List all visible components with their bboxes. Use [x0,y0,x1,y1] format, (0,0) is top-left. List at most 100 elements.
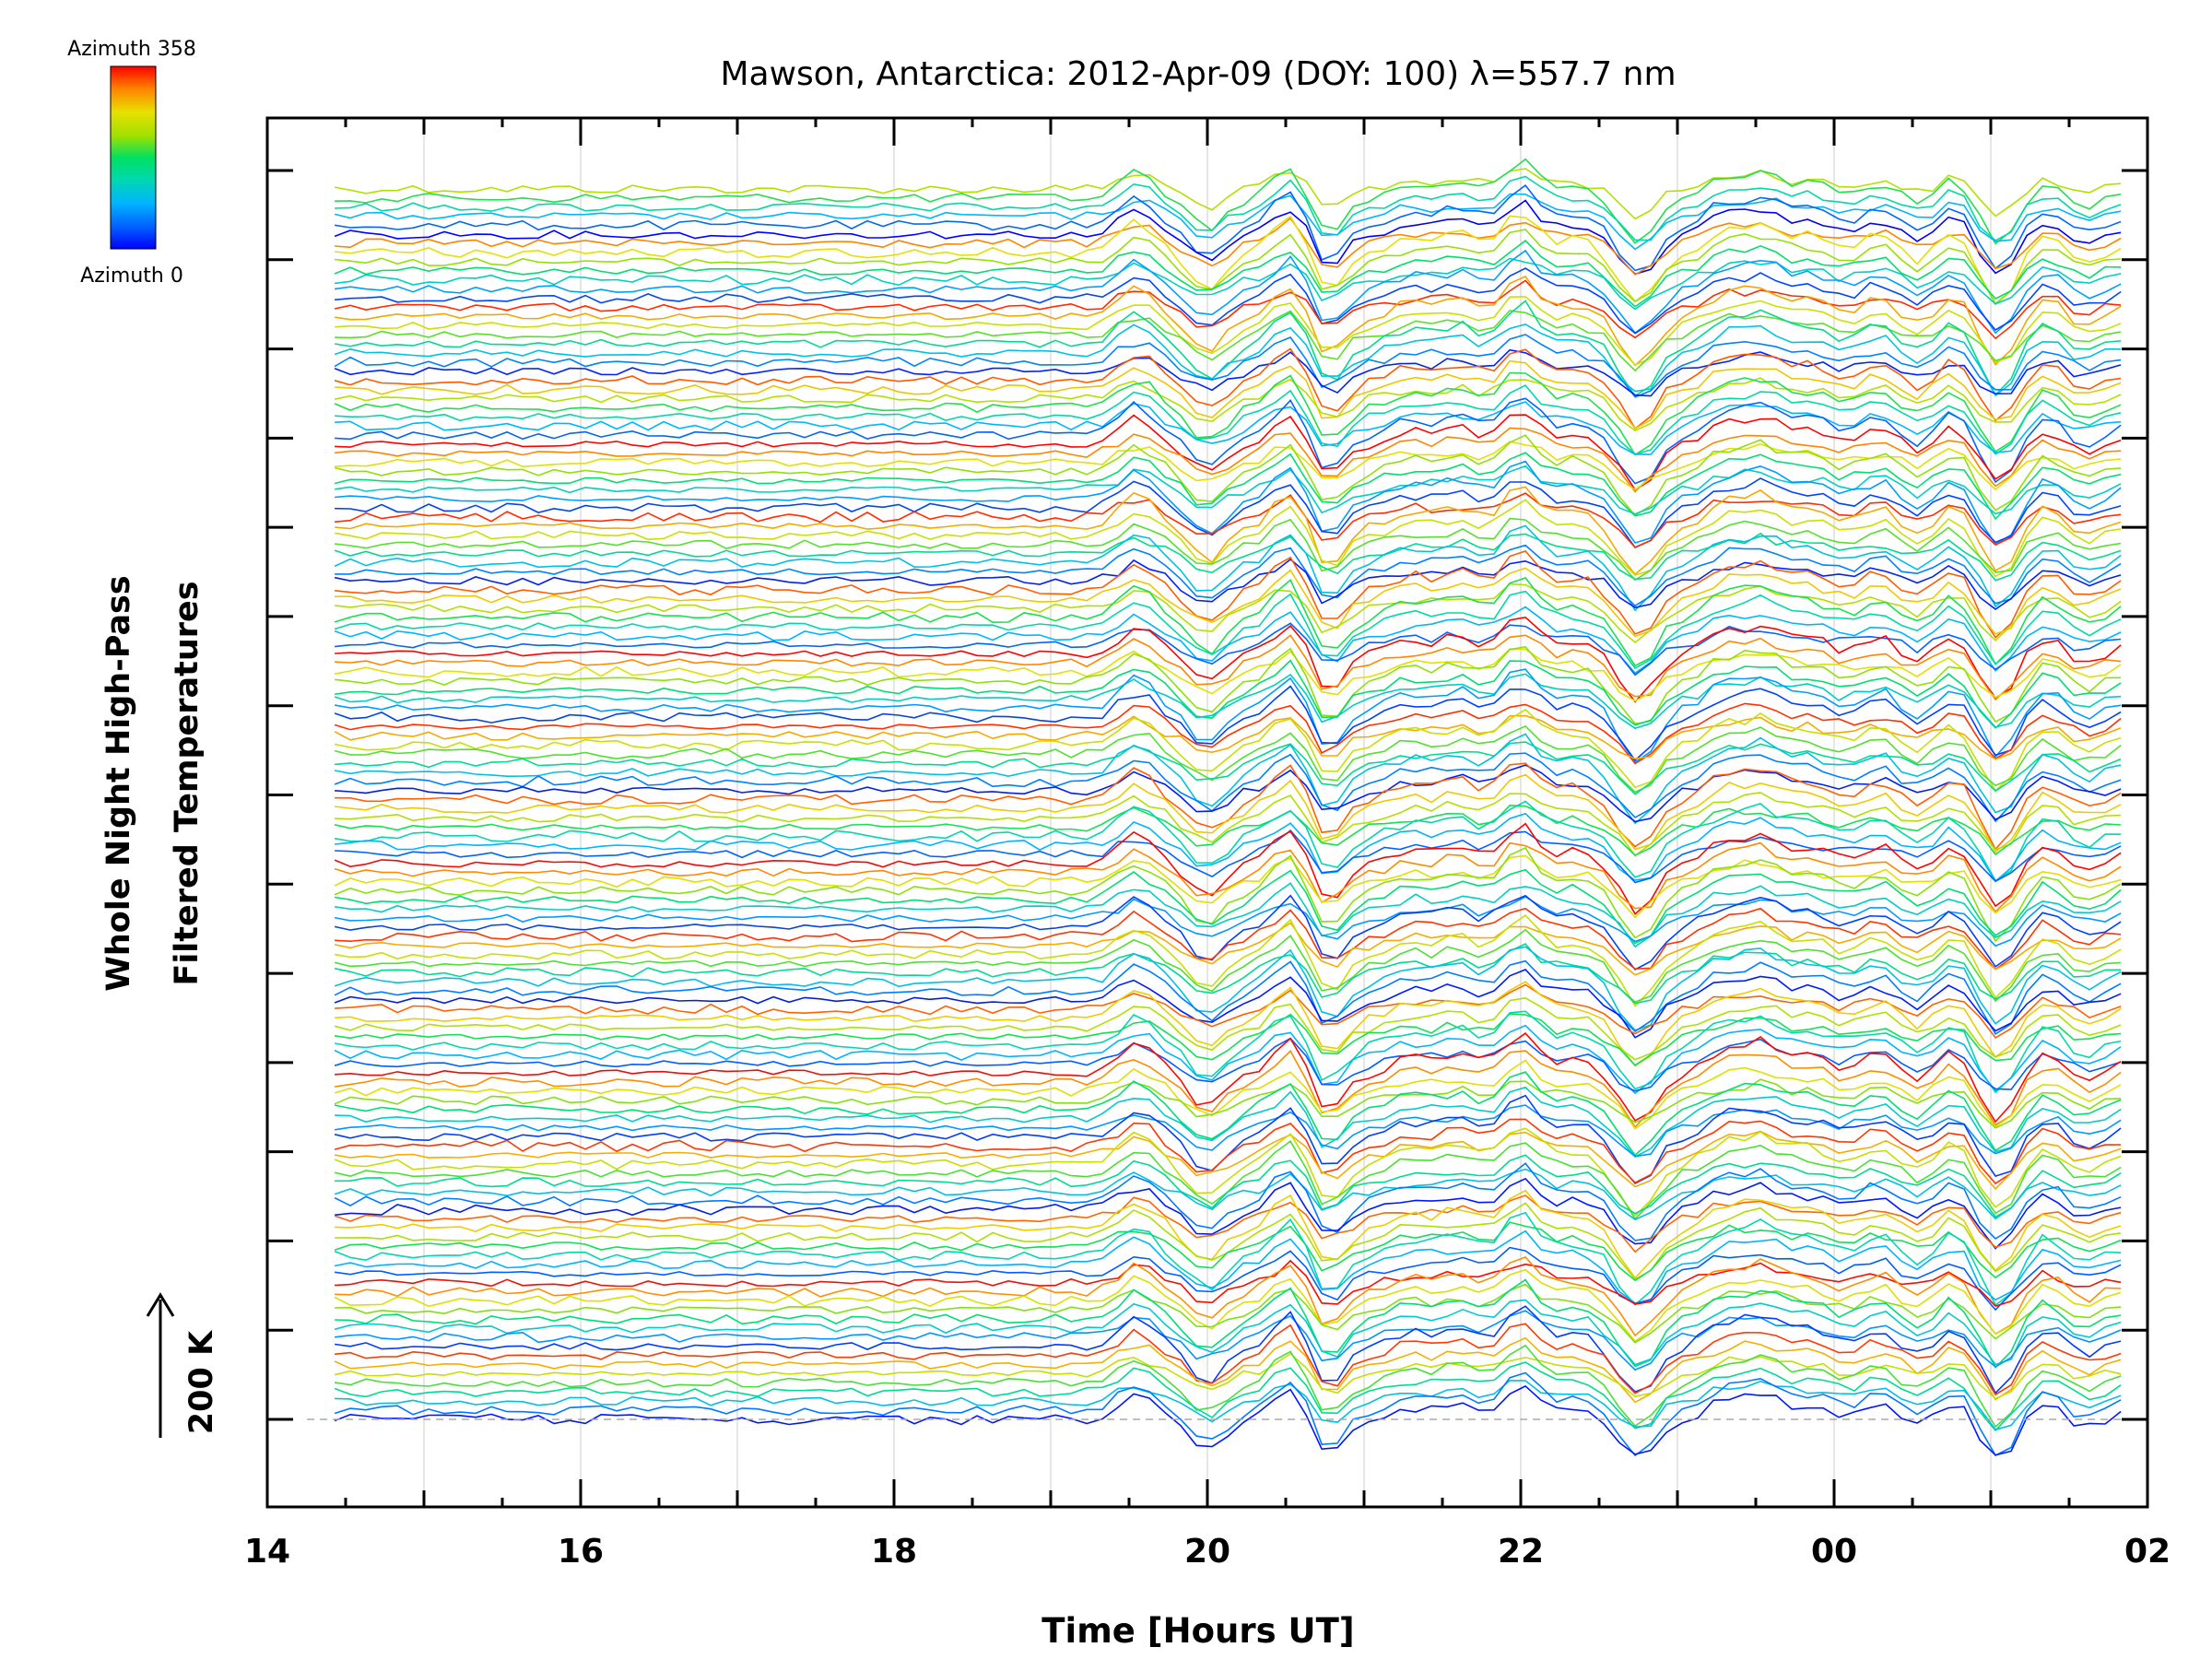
temperature-trace [334,199,2122,276]
temperature-trace [335,762,2122,851]
temperature-trace [334,1013,2122,1066]
temperature-trace [334,1384,2122,1456]
temperature-trace [335,492,2122,548]
temperature-trace [335,1278,2122,1369]
temperature-trace [335,773,2122,853]
temperature-trace [335,616,2122,703]
temperature-trace [334,733,2122,825]
temperature-trace [335,267,2122,335]
chart-title: Mawson, Antarctica: 2012-Apr-09 (DOY: 10… [720,55,1676,93]
temperature-trace [334,499,2122,578]
temperature-trace [334,1305,2122,1394]
temperature-trace [335,634,2122,701]
x-tick-label: 22 [1498,1533,1544,1571]
temperature-trace [335,477,2122,548]
temperature-trace [334,300,2122,397]
temperature-trace [335,549,2122,639]
temperature-trace [335,257,2122,311]
temperature-trace [335,1310,2122,1371]
temperature-trace [335,622,2122,677]
temperature-trace [334,928,2122,1004]
temperature-trace [335,427,2122,493]
temperature-trace [335,582,2122,644]
temperature-trace [334,969,2122,1039]
temperature-trace [334,868,2122,945]
colorbar-legend: Azimuth 358 Azimuth 0 [67,38,196,288]
scale-bar-label: 200 K [183,1329,220,1434]
temperature-trace [335,310,2122,372]
temperature-trace [334,168,2122,220]
temperature-trace [334,1299,2122,1366]
temperature-trace [334,347,2122,430]
temperature-trace [334,896,2122,947]
temperature-trace [335,1032,2122,1124]
temperature-trace [335,1259,2122,1308]
temperature-trace [334,822,2122,915]
temperature-trace [335,414,2122,491]
temperature-trace [335,1283,2122,1344]
temperature-trace [334,996,2122,1061]
temperature-trace [334,249,2122,335]
temperature-trace [335,359,2122,430]
temperature-trace [335,517,2122,582]
temperature-trace [335,567,2122,638]
temperature-trace [334,1211,2122,1307]
temperature-trace [334,1078,2122,1129]
temperature-trace [334,673,2122,730]
x-tick-label: 02 [2124,1533,2171,1571]
temperature-trace [334,914,2122,1007]
temperature-trace [335,384,2122,455]
temperature-trace [334,1118,2122,1185]
temperature-trace [334,1059,2122,1130]
y-axis-label-line-1: Whole Night High-Pass [100,575,137,991]
colorbar-top-label: Azimuth 358 [67,38,196,61]
temperature-trace [334,702,2122,765]
temperature-trace [335,217,2122,276]
temperature-trace [334,946,2122,1031]
temperature-trace [335,830,2122,884]
scale-bar: 200 K [146,1292,220,1438]
temperature-trace [335,397,2122,485]
temperature-trace [335,645,2122,725]
temperature-trace [335,981,2122,1067]
temperature-trace [335,441,2122,491]
colorbar-bottom-label: Azimuth 0 [80,265,183,288]
temperature-trace [334,377,2122,432]
x-tick-label: 20 [1184,1533,1230,1571]
temperature-trace [334,1104,2122,1158]
temperature-trace [334,1344,2122,1429]
temperature-trace [334,1024,2122,1095]
temperature-trace [334,724,2122,794]
colorbar-gradient [110,65,157,250]
temperature-trace [334,558,2122,610]
temperature-trace [335,296,2122,366]
temperature-trace [335,486,2122,576]
temperature-trace [334,685,2122,761]
temperature-trace [335,1086,2122,1159]
x-axis-label: Time [Hours UT] [1041,1611,1354,1651]
temperature-trace [335,983,2122,1040]
temperature-trace [334,193,2122,251]
temperature-trace [335,907,2122,971]
temperature-trace [335,1189,2122,1279]
axes [265,116,2149,1509]
temperature-trace [334,1194,2122,1253]
temperature-trace [334,465,2122,515]
x-tick-label: 18 [871,1533,917,1571]
temperature-trace [334,348,2122,397]
temperature-trace [334,524,2122,612]
temperature-trace [334,371,2122,456]
x-tick-label: 14 [244,1533,290,1571]
temperature-trace [334,846,2122,943]
temperature-trace [334,606,2122,675]
scale-arrow-head [146,1292,175,1317]
temperature-trace [334,800,2122,882]
temperature-trace [334,1352,2122,1400]
temperature-trace [334,577,2122,667]
temperature-trace [335,1177,2122,1250]
temperature-trace [335,1380,2122,1431]
temperature-trace [334,1037,2122,1092]
temperature-trace [335,1154,2122,1218]
temperature-trace [334,1268,2122,1343]
